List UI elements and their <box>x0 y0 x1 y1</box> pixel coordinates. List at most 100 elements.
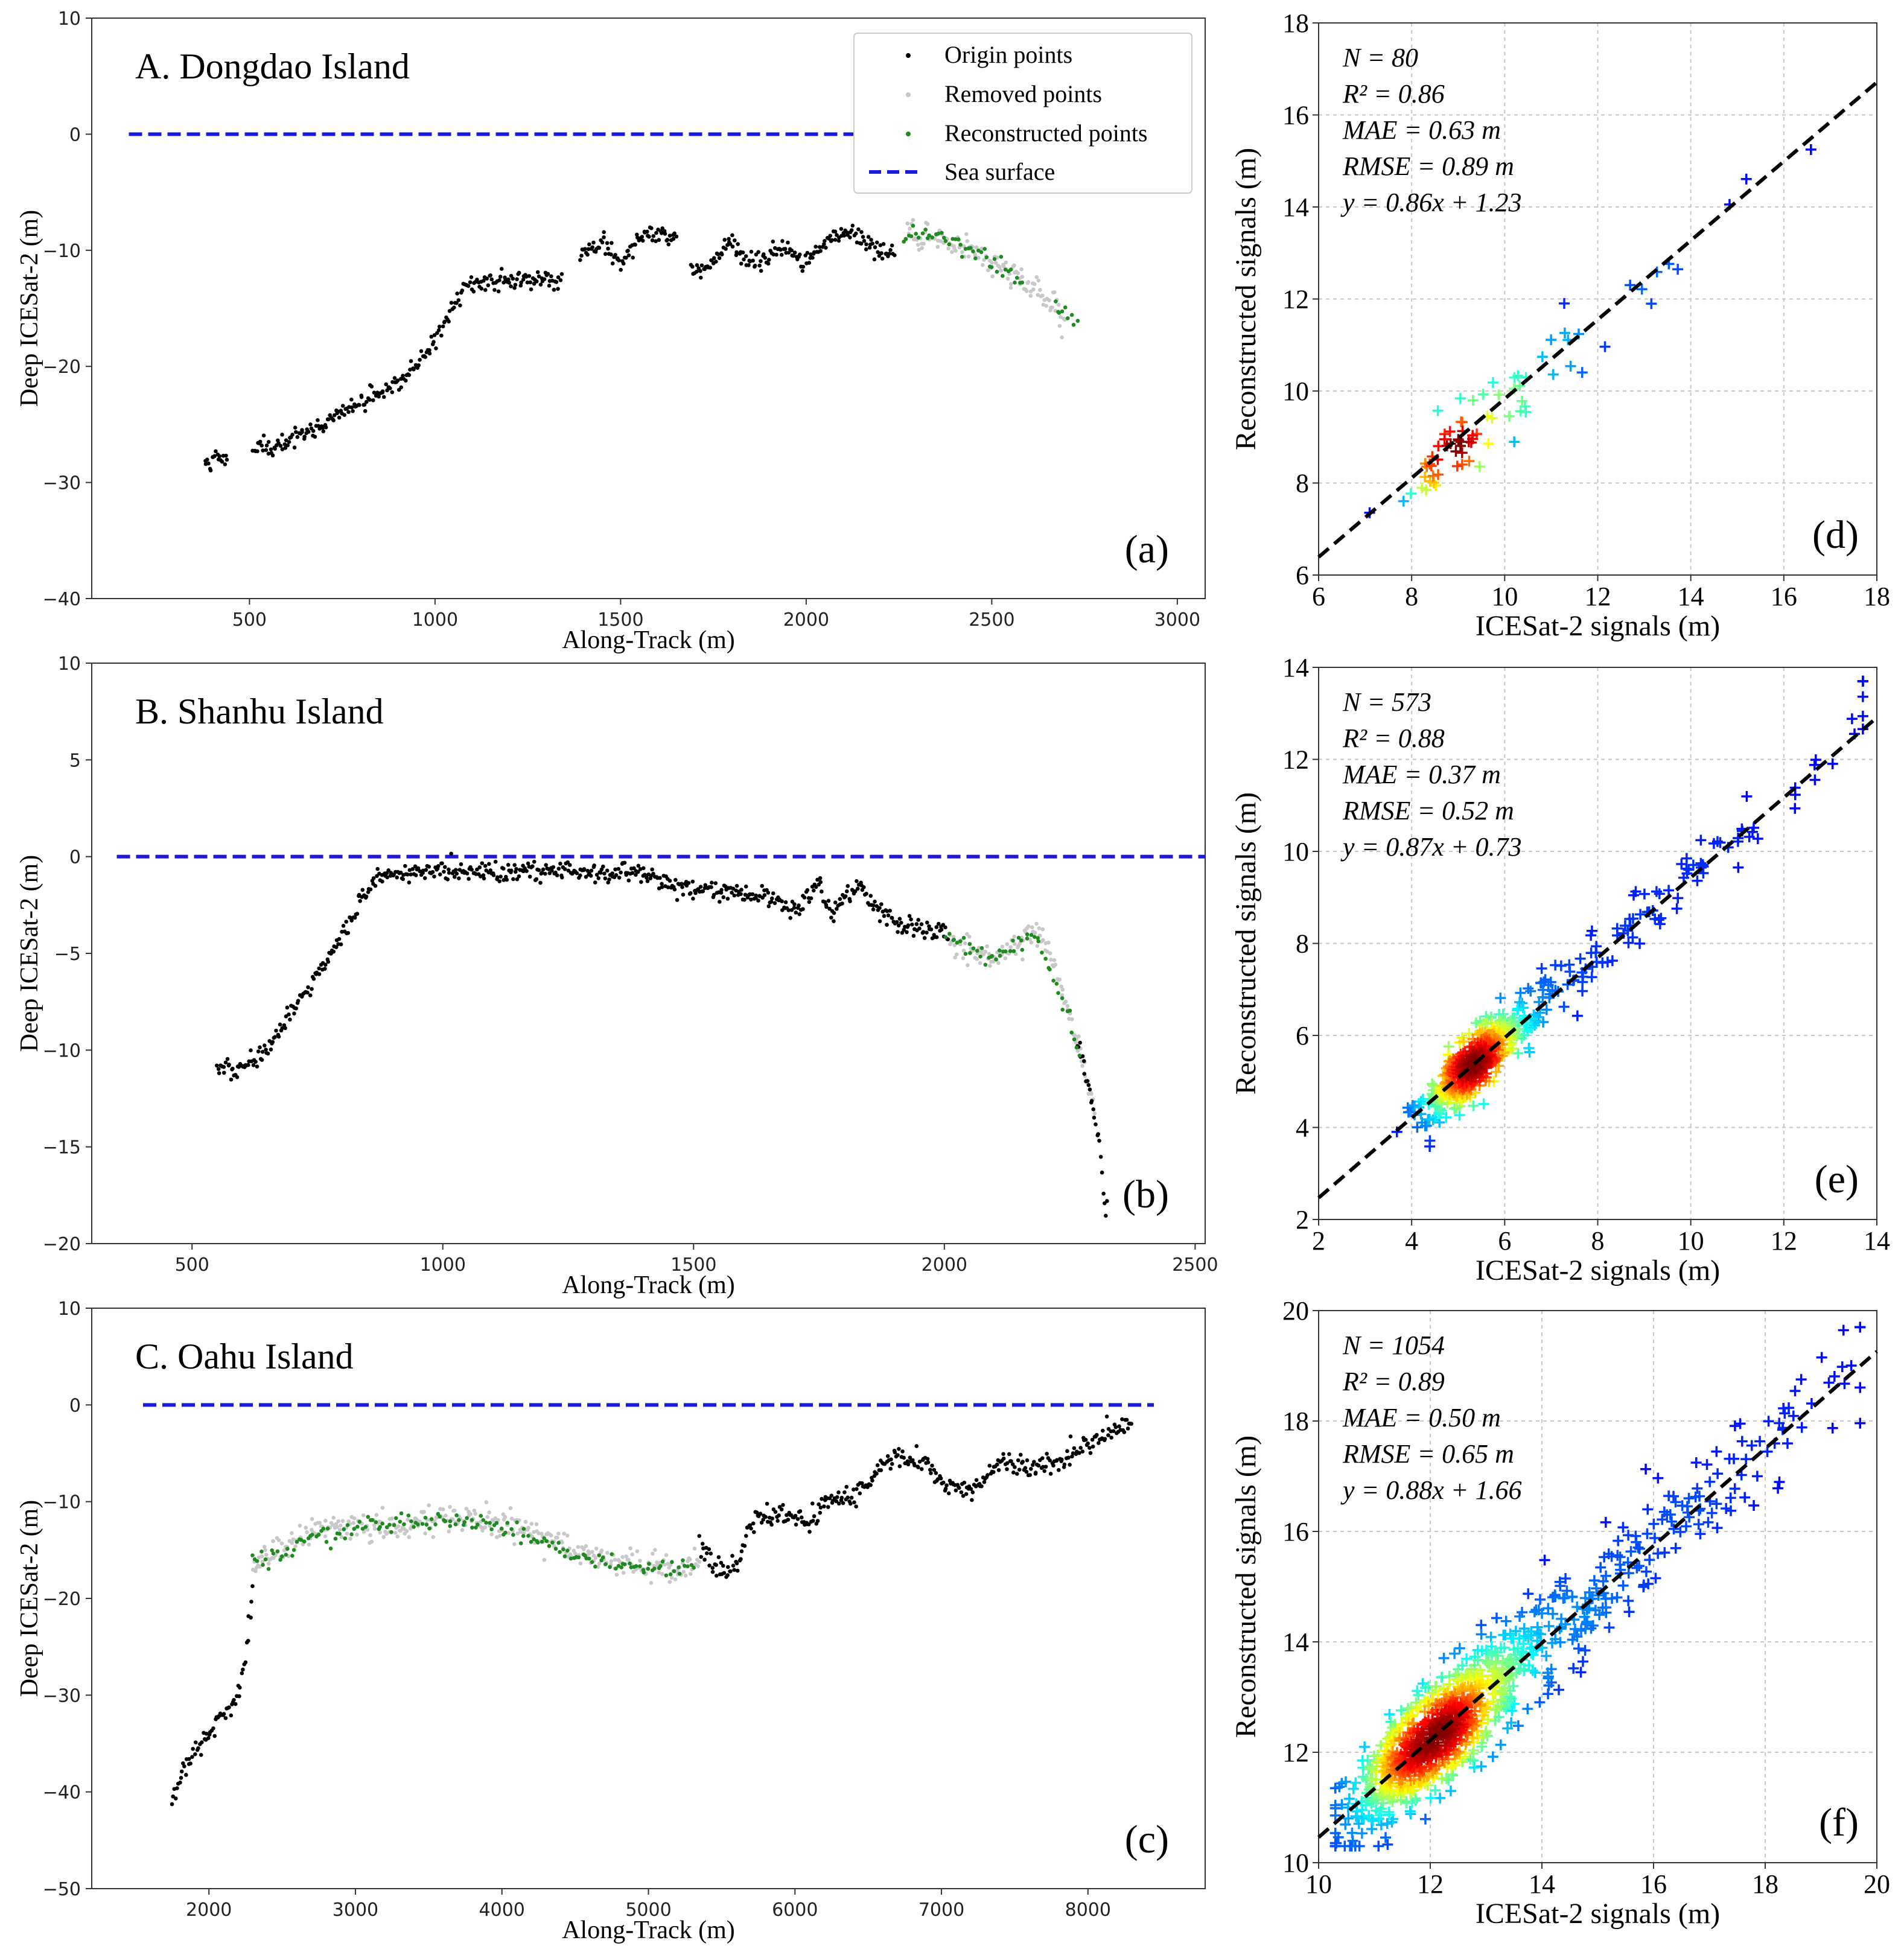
origin-point <box>763 256 768 260</box>
origin-point <box>616 866 621 871</box>
origin-point <box>486 283 491 288</box>
reconstructed-point <box>1074 1045 1079 1050</box>
removed-point <box>498 1534 502 1538</box>
reconstructed-point <box>909 234 914 238</box>
origin-point <box>371 398 375 402</box>
scatter-point <box>1433 469 1444 480</box>
reconstructed-point <box>1003 949 1008 953</box>
removed-point <box>688 1557 692 1562</box>
origin-point <box>482 278 486 283</box>
reconstructed-point <box>963 952 968 956</box>
origin-point <box>1101 1428 1105 1433</box>
origin-point <box>223 462 228 466</box>
reconstructed-point <box>454 1513 459 1518</box>
origin-point <box>452 874 457 879</box>
origin-point <box>731 1563 736 1568</box>
scatter-point <box>1562 979 1573 990</box>
origin-point <box>1001 1452 1005 1457</box>
removed-point <box>271 1539 275 1543</box>
origin-point <box>492 288 497 292</box>
stat-eq: y = 0.87x + 0.73 <box>1340 832 1521 862</box>
scatter-point <box>1587 1620 1599 1631</box>
y-tick-label: −20 <box>43 1234 81 1255</box>
origin-point <box>407 880 412 885</box>
removed-point <box>361 1513 366 1518</box>
reconstructed-point <box>990 954 995 958</box>
origin-point <box>739 1549 744 1554</box>
origin-point <box>645 229 649 234</box>
origin-point <box>588 874 593 878</box>
removed-point <box>1029 940 1034 945</box>
origin-point <box>270 1040 275 1044</box>
reconstructed-point <box>984 255 989 259</box>
origin-point <box>946 1491 951 1496</box>
reconstructed-point <box>597 1553 602 1557</box>
reconstructed-point <box>416 1522 420 1527</box>
reconstructed-point <box>406 1513 411 1518</box>
origin-point <box>870 241 875 246</box>
origin-point <box>822 242 826 246</box>
origin-point <box>890 916 894 920</box>
removed-point <box>1077 1034 1081 1038</box>
scatter-point <box>1331 1837 1342 1849</box>
origin-point <box>815 1519 820 1523</box>
origin-point <box>854 1504 858 1509</box>
origin-point <box>339 942 343 947</box>
removed-point <box>1075 1049 1080 1054</box>
reconstructed-point <box>509 1527 514 1531</box>
reconstructed-point <box>1011 938 1015 943</box>
scatter-point <box>1577 985 1588 997</box>
reconstructed-point <box>470 1525 474 1530</box>
reconstructed-point <box>590 1560 594 1565</box>
reconstructed-point <box>424 1522 429 1527</box>
scatter-point <box>1721 1503 1732 1514</box>
origin-point <box>1082 1059 1086 1063</box>
removed-point <box>1047 298 1051 303</box>
origin-point <box>237 1064 241 1069</box>
removed-point <box>1013 942 1017 946</box>
scatter-point <box>1855 1382 1866 1393</box>
origin-point <box>294 430 298 434</box>
origin-point <box>287 1012 291 1017</box>
origin-point <box>882 914 887 918</box>
origin-point <box>542 277 547 281</box>
removed-point <box>348 1536 352 1541</box>
removed-point <box>355 1532 359 1537</box>
scatter-point <box>1353 1818 1364 1830</box>
scatter-point <box>1574 953 1586 964</box>
regression-line <box>1317 1350 1878 1839</box>
reconstructed-point <box>345 1523 350 1527</box>
reconstructed-point <box>979 946 984 950</box>
reconstructed-point <box>952 938 957 942</box>
panel-title: B. Shanhu Island <box>135 691 384 731</box>
origin-point <box>840 901 844 906</box>
reconstructed-point <box>399 1511 404 1516</box>
origin-point <box>985 1473 990 1477</box>
removed-point <box>380 1505 385 1510</box>
origin-point <box>954 1488 958 1493</box>
stat-rmse: RMSE = 0.65 m <box>1342 1439 1514 1469</box>
origin-point <box>296 999 301 1003</box>
scatter-point <box>1827 1422 1838 1434</box>
removed-point <box>560 1540 564 1545</box>
origin-point <box>752 1530 756 1534</box>
scatter-point <box>1838 1324 1849 1336</box>
origin-point <box>1097 1139 1101 1143</box>
removed-point <box>1049 958 1053 962</box>
removed-point <box>1030 925 1034 930</box>
removed-point <box>264 1553 269 1557</box>
origin-point <box>229 1713 234 1718</box>
origin-point <box>454 868 458 872</box>
origin-point <box>818 249 823 253</box>
removed-point <box>258 1565 262 1569</box>
origin-point <box>493 859 498 864</box>
scatter-point <box>1450 446 1462 457</box>
origin-point <box>703 883 708 888</box>
x-tick-label: 2000 <box>922 1254 967 1276</box>
reconstructed-point <box>363 1525 368 1529</box>
scatter-point <box>1486 412 1498 424</box>
origin-point <box>1056 1467 1061 1472</box>
origin-point <box>786 250 791 255</box>
origin-point <box>193 1752 197 1756</box>
scatter-point <box>1597 1575 1609 1587</box>
